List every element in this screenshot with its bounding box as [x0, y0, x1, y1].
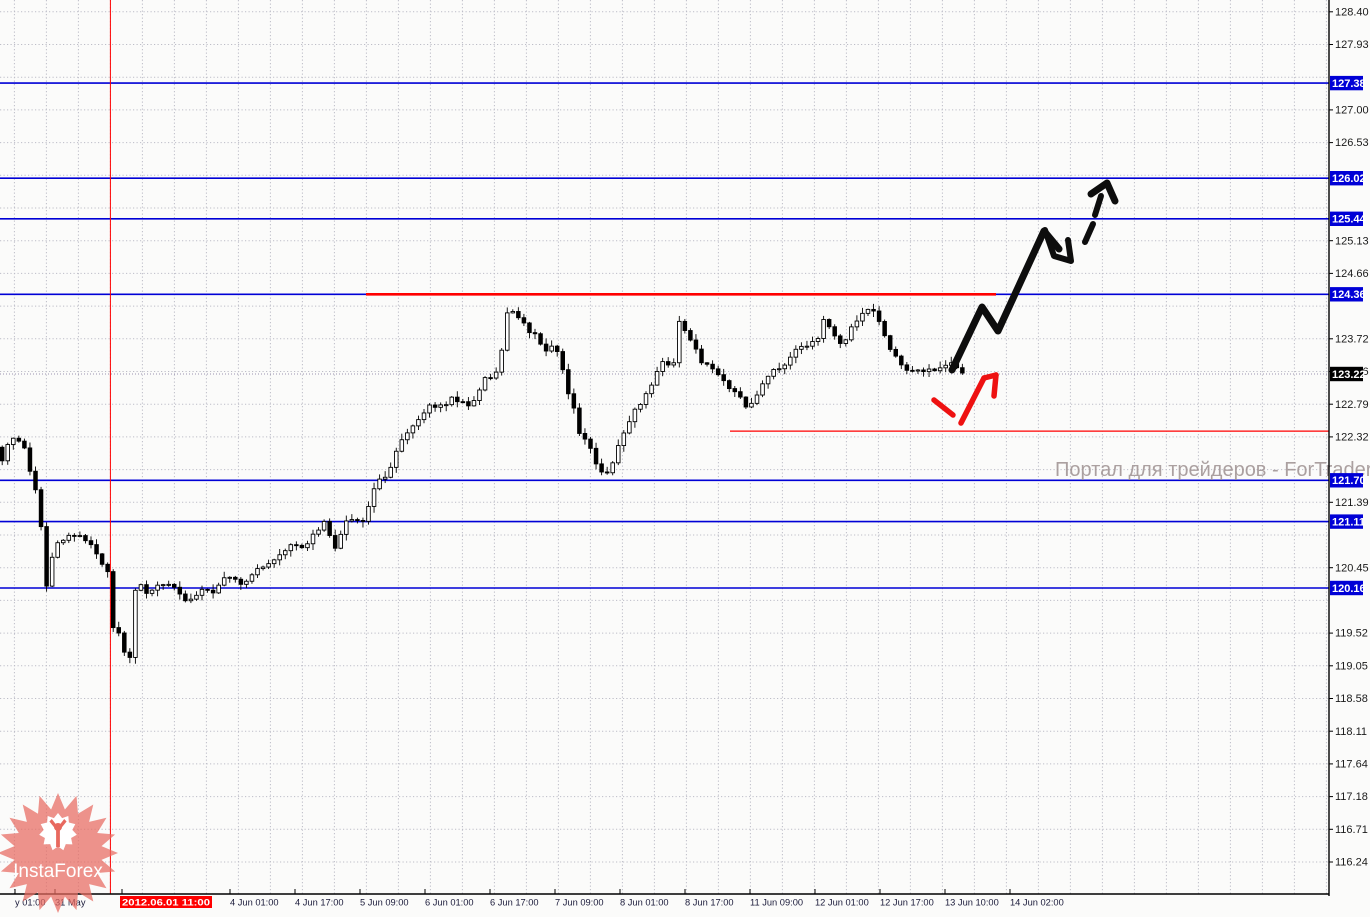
svg-text:8 Jun 17:00: 8 Jun 17:00 [685, 897, 734, 907]
svg-text:117.18: 117.18 [1335, 791, 1368, 803]
svg-text:14 Jun 02:00: 14 Jun 02:00 [1010, 897, 1064, 907]
svg-text:125.13: 125.13 [1335, 235, 1369, 247]
svg-text:126.53: 126.53 [1335, 137, 1369, 149]
svg-text:125.44: 125.44 [1332, 214, 1367, 226]
svg-text:122.79: 122.79 [1335, 399, 1369, 411]
svg-text:8 Jun 01:00: 8 Jun 01:00 [620, 897, 669, 907]
svg-text:121.11: 121.11 [1332, 516, 1365, 528]
svg-text:InstaForex: InstaForex [13, 861, 103, 882]
svg-text:127.00: 127.00 [1335, 105, 1369, 117]
svg-text:126.02: 126.02 [1332, 173, 1366, 185]
svg-text:118.11: 118.11 [1335, 726, 1367, 738]
svg-text:122.32: 122.32 [1335, 432, 1369, 444]
svg-text:124.66: 124.66 [1335, 268, 1369, 280]
svg-text:116.24: 116.24 [1335, 857, 1368, 869]
svg-text:7 Jun 09:00: 7 Jun 09:00 [555, 897, 604, 907]
svg-text:6 Jun 01:00: 6 Jun 01:00 [425, 897, 474, 907]
svg-text:124.36: 124.36 [1332, 289, 1366, 301]
svg-text:119.05: 119.05 [1335, 660, 1368, 672]
svg-text:12 Jun 01:00: 12 Jun 01:00 [815, 897, 869, 907]
svg-text:Портал для трейдеров - ForTrad: Портал для трейдеров - ForTrader.ru [1055, 459, 1370, 481]
svg-text:4 Jun 17:00: 4 Jun 17:00 [295, 897, 344, 907]
svg-text:12 Jun 17:00: 12 Jun 17:00 [880, 897, 934, 907]
svg-text:121.39: 121.39 [1335, 497, 1369, 509]
svg-text:123.22: 123.22 [1332, 369, 1366, 381]
svg-text:118.58: 118.58 [1335, 693, 1368, 705]
svg-text:128.40: 128.40 [1335, 6, 1369, 18]
svg-text:117.64: 117.64 [1335, 759, 1368, 771]
svg-text:116.71: 116.71 [1335, 824, 1368, 836]
svg-text:123.72: 123.72 [1335, 333, 1369, 345]
svg-text:6 Jun 17:00: 6 Jun 17:00 [490, 897, 539, 907]
svg-text:13 Jun 10:00: 13 Jun 10:00 [945, 897, 999, 907]
svg-text:11 Jun 09:00: 11 Jun 09:00 [750, 897, 803, 907]
svg-text:127.93: 127.93 [1335, 39, 1369, 51]
svg-text:121.70: 121.70 [1332, 475, 1366, 487]
svg-text:5 Jun 09:00: 5 Jun 09:00 [360, 897, 409, 907]
svg-text:4 Jun 01:00: 4 Jun 01:00 [230, 897, 279, 907]
svg-text:2012.06.01 11:00: 2012.06.01 11:00 [122, 897, 210, 907]
svg-text:127.38: 127.38 [1332, 78, 1366, 90]
svg-text:120.16: 120.16 [1332, 583, 1366, 595]
svg-text:120.45: 120.45 [1335, 562, 1369, 574]
svg-text:119.52: 119.52 [1335, 628, 1368, 640]
